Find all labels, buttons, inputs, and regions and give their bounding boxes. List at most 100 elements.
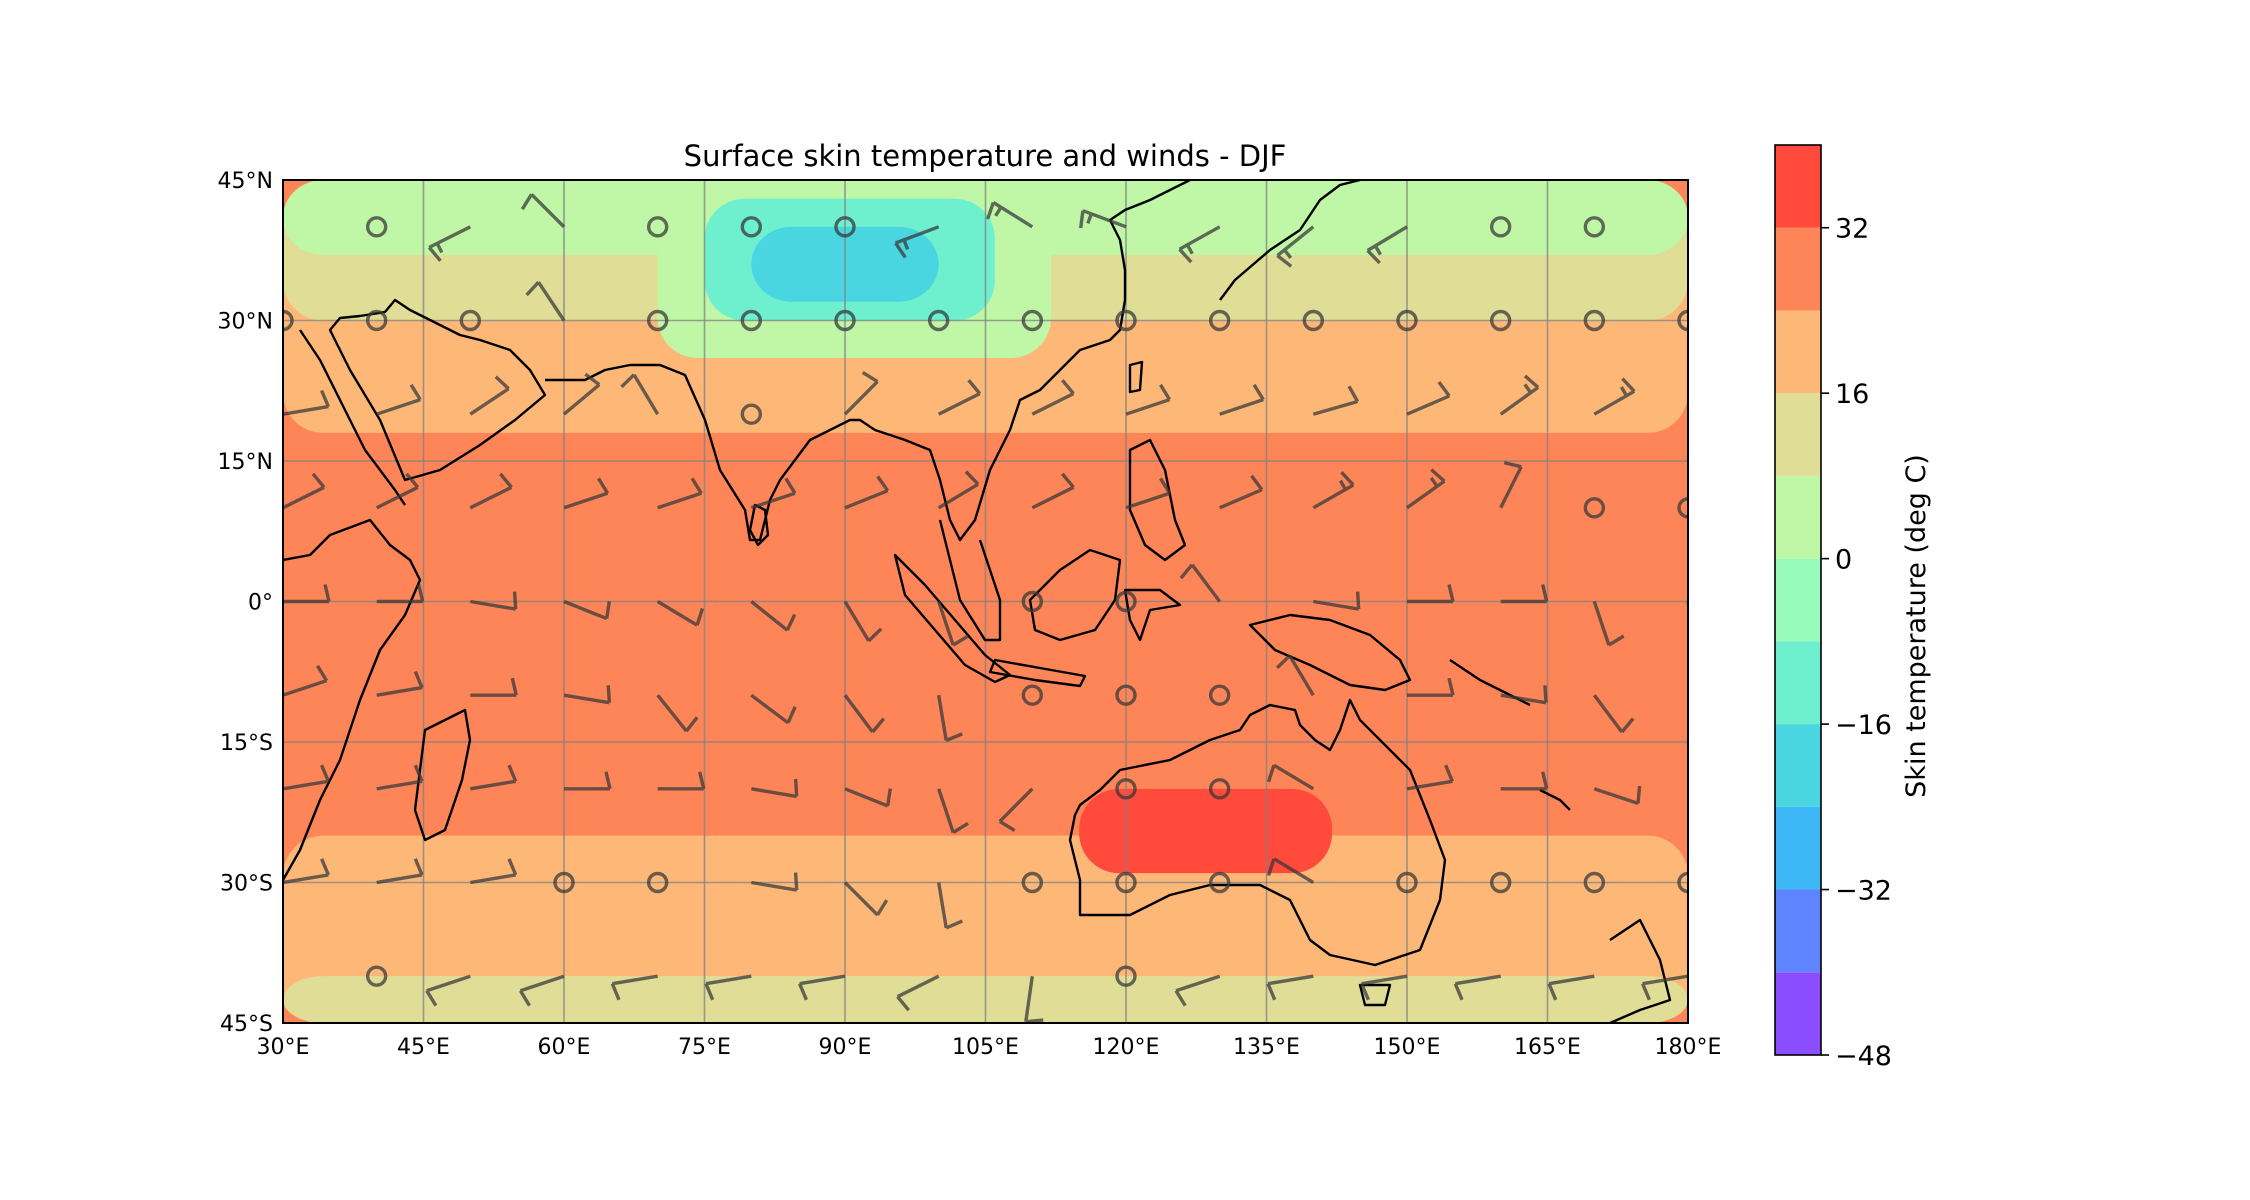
wind-barb (1360, 974, 1408, 1001)
wind-barb (704, 974, 752, 1001)
wind-barb (1593, 377, 1636, 416)
wind-barb-calm (834, 216, 856, 238)
wind-barb (376, 383, 422, 416)
wind-barb (798, 974, 846, 1001)
wind-barb-calm (1302, 309, 1325, 332)
colorbar-segment (1775, 558, 1821, 642)
wind-barb (563, 599, 611, 621)
colorbar-tick-label: 32 (1835, 214, 1869, 245)
wind-barb-calm (1208, 684, 1231, 706)
wind-barb (750, 693, 797, 725)
colorbar-tick-label: −48 (1835, 1041, 1892, 1072)
wind-barb (937, 694, 963, 743)
wind-barb (1313, 591, 1361, 611)
wind-barb (937, 788, 969, 834)
wind-barb (1174, 974, 1221, 1007)
wind-barb (1024, 975, 1044, 1023)
wind-barb (470, 764, 518, 791)
wind-barb-calm (646, 216, 669, 238)
y-tick-label: 15°S (220, 731, 273, 756)
y-tick-label: 45°N (218, 169, 273, 194)
wind-barb (844, 475, 890, 510)
wind-barb-calm (459, 309, 482, 332)
wind-barb-calm (1396, 309, 1418, 332)
wind-barb (1592, 694, 1635, 734)
wind-barb (620, 373, 660, 416)
wind-barb (1266, 974, 1314, 1001)
wind-barb (986, 201, 1034, 229)
colorbar-segment (1775, 227, 1821, 311)
coastline-japan (1219, 180, 1361, 301)
wind-barb (427, 225, 472, 262)
wind-barb (1219, 474, 1264, 510)
wind-barb-calm (1208, 778, 1231, 800)
wind-barb (750, 477, 797, 510)
wind-barb (1406, 468, 1446, 510)
wind-barb (843, 881, 889, 917)
coastline-red-sea-west (299, 329, 406, 506)
wind-barb (1500, 685, 1548, 705)
wind-barb (657, 771, 706, 791)
wind-barb (1499, 461, 1523, 509)
coastline-sri-lanka (748, 503, 770, 547)
wind-barb (469, 375, 510, 416)
wind-barb (1687, 788, 1688, 791)
coastline-borneo (1028, 548, 1122, 642)
map-area[interactable] (274, 180, 1733, 1023)
wind-barb (283, 389, 330, 416)
wind-barb-calm (283, 309, 294, 332)
wind-barb (844, 787, 892, 808)
x-tick-label: 60°E (538, 1035, 591, 1060)
wind-barb (470, 677, 518, 697)
wind-barb (751, 872, 799, 892)
wind-barb (562, 372, 601, 416)
wind-barb (563, 477, 610, 510)
wind-barb (843, 370, 879, 416)
wind-barb (564, 771, 612, 791)
coastline-australia (1068, 698, 1447, 967)
y-tick-label: 45°S (220, 1012, 273, 1037)
wind-barb (1407, 584, 1455, 604)
wind-barb-calm (1115, 778, 1137, 800)
wind-barb (751, 778, 799, 799)
x-tick-label: 75°E (678, 1035, 731, 1060)
colorbar-tick-label: −32 (1835, 876, 1892, 907)
colorbar-frame (1774, 144, 1822, 1056)
wind-barb (470, 858, 518, 885)
wind-barb (425, 974, 471, 1007)
colorbar-tick-label: 0 (1835, 545, 1852, 576)
map-frame (282, 179, 1689, 1024)
wind-barb-calm (365, 965, 388, 987)
wind-barb-calm (1489, 309, 1512, 332)
wind-barb (750, 600, 797, 632)
wind-barb (283, 858, 330, 885)
wind-barb-calm (740, 309, 763, 332)
y-tick-label: 15°N (218, 450, 273, 475)
wind-barb (470, 591, 518, 611)
wind-barb (1276, 225, 1315, 268)
wind-barb (937, 470, 980, 510)
colorbar-segment (1775, 806, 1821, 890)
colorbar-segment (1775, 475, 1821, 559)
wind-barb-calm (1115, 871, 1137, 894)
wind-barb (843, 694, 886, 734)
colorbar-tick-label: −16 (1835, 710, 1892, 741)
wind-barb (1179, 563, 1222, 603)
wind-barb (1686, 601, 1688, 612)
wind-barb (1031, 472, 1075, 510)
colorbar-segment (1775, 724, 1821, 807)
coastline-taiwan (1128, 360, 1144, 394)
wind-barb (1592, 600, 1625, 647)
wind-barb (1453, 974, 1501, 1001)
coastline-africa (283, 518, 422, 881)
wind-barb (656, 694, 699, 733)
wind-barb (1500, 584, 1549, 604)
wind-barb (518, 974, 565, 1007)
wind-barb-calm (1677, 497, 1688, 519)
wind-barb-calm (1021, 684, 1044, 706)
wind-barb (283, 664, 329, 697)
wind-barb-calm (740, 403, 763, 425)
wind-barb (1125, 477, 1172, 510)
colorbar-segment (1775, 972, 1821, 1055)
coastline-tasmania (1358, 983, 1392, 1007)
